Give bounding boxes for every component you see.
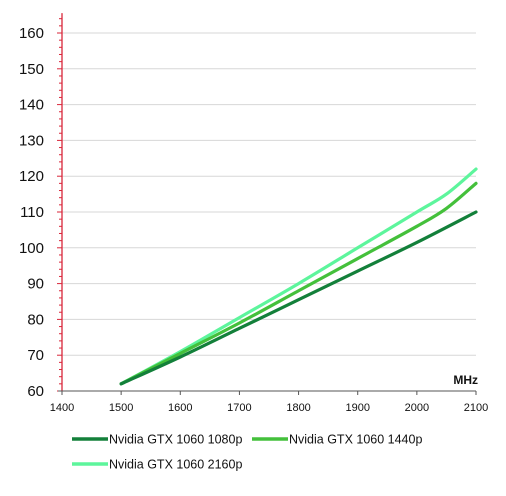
x-tick-label: 2000 [405,402,429,414]
legend-label: Nvidia GTX 1060 1440p [289,433,422,447]
gridlines [62,32,476,356]
x-unit-label: MHz [453,373,478,387]
x-tick-label: 1800 [286,402,310,414]
y-tick-label: 110 [20,204,44,221]
series-line-3 [119,167,478,386]
y-axis: 60 70 80 90 100 110 120 130 140 150 160 [19,13,63,400]
y-tick-label: 140 [19,97,44,114]
x-tick-label: 1600 [168,402,192,414]
series-lines [119,167,478,386]
x-tick-label: 2100 [464,402,488,414]
y-tick-label: 100 [19,240,44,257]
y-tick-label: 80 [27,311,44,328]
legend-label: Nvidia GTX 1060 2160p [109,458,242,472]
series-line-1 [119,210,478,386]
y-tick-label: 90 [27,276,44,293]
y-tick-label: 160 [19,25,44,42]
x-axis: 1400 1500 1600 1700 1800 1900 2000 2100 [50,390,488,414]
y-tick-label: 150 [19,61,44,78]
y-tick-label: 130 [19,132,44,149]
y-tick-label: 70 [27,347,44,364]
x-tick-label: 1900 [345,402,369,414]
y-tick-label: 120 [19,168,44,185]
legend: Nvidia GTX 1060 1080p Nvidia GTX 1060 144… [72,433,422,472]
x-tick-label: 1400 [50,402,74,414]
legend-label: Nvidia GTX 1060 1080p [109,433,242,447]
x-tick-label: 1700 [227,402,251,414]
x-tick-label: 1500 [109,402,133,414]
series-line-2 [119,181,478,386]
y-tick-label: 60 [27,383,44,400]
